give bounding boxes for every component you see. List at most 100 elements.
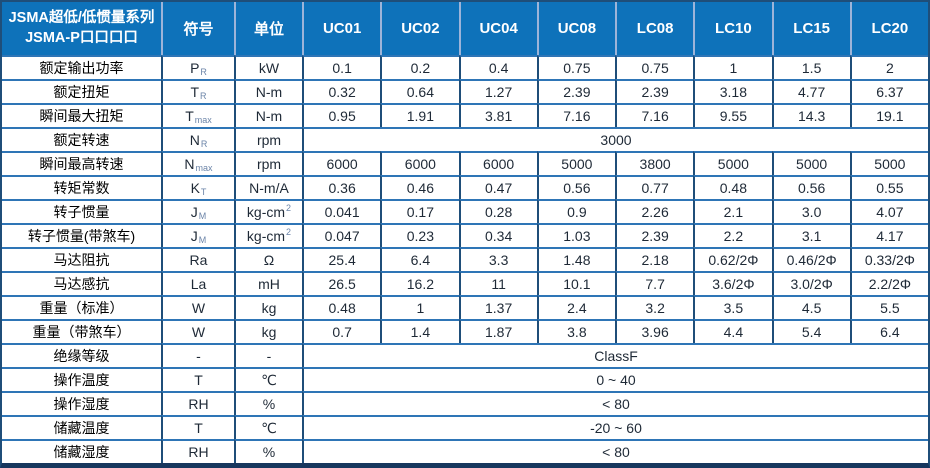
- spec-value-uc08: 0.9: [536, 199, 615, 223]
- spec-value-lc15: 3.1: [771, 223, 850, 247]
- row-symbol: T: [161, 367, 234, 391]
- row-unit: kg: [234, 295, 302, 319]
- symbol-subscript: max: [194, 115, 212, 125]
- spec-value-uc01: 0.48: [302, 295, 381, 319]
- merged-value: < 80: [302, 439, 928, 463]
- symbol-base: La: [190, 276, 207, 292]
- spec-value-uc02: 6000: [380, 151, 459, 175]
- row-label: 转子惯量: [2, 199, 161, 223]
- unit-base: rpm: [256, 156, 282, 172]
- spec-value-lc10: 3.5: [693, 295, 772, 319]
- row-unit: kg-cm 2: [234, 199, 302, 223]
- symbol-base: N: [189, 132, 200, 148]
- row-label: 转子惯量(带煞车): [2, 223, 161, 247]
- unit-base: kW: [258, 60, 280, 76]
- symbol-base: T: [194, 372, 203, 388]
- spec-value-uc01: 26.5: [302, 271, 381, 295]
- spec-value-lc08: 3.2: [615, 295, 694, 319]
- row-label: 马达阻抗: [2, 247, 161, 271]
- row-label: 瞬间最高转速: [2, 151, 161, 175]
- merged-value: < 80: [302, 391, 928, 415]
- spec-value-lc10: 1: [693, 55, 772, 79]
- symbol-base: RH: [188, 396, 209, 412]
- symbol-base: RH: [188, 444, 209, 460]
- row-label: 储藏温度: [2, 415, 161, 439]
- spec-value-uc08: 7.16: [536, 103, 615, 127]
- row-label: 储藏湿度: [2, 439, 161, 463]
- spec-value-uc08: 1.03: [536, 223, 615, 247]
- spec-value-lc20: 6.4: [849, 319, 928, 343]
- unit-base: kg-cm: [246, 228, 286, 244]
- unit-base: N-m: [255, 108, 283, 124]
- unit-base: %: [262, 444, 276, 460]
- spec-value-uc04: 0.4: [458, 55, 537, 79]
- spec-value-lc08: 3.96: [615, 319, 694, 343]
- spec-value-lc08: 2.26: [615, 199, 694, 223]
- spec-value-uc04: 0.28: [458, 199, 537, 223]
- row-symbol: -: [161, 343, 234, 367]
- row-label: 瞬间最大扭矩: [2, 103, 161, 127]
- spec-value-uc02: 0.2: [380, 55, 459, 79]
- unit-base: kg-cm: [246, 204, 286, 220]
- row-unit: %: [234, 439, 302, 463]
- row-unit: N-m/A: [234, 175, 302, 199]
- row-unit: rpm: [234, 127, 302, 151]
- symbol-subscript: max: [195, 163, 213, 173]
- symbol-base: T: [185, 108, 194, 124]
- symbol-subscript: T: [200, 187, 207, 197]
- row-label: 操作湿度: [2, 391, 161, 415]
- row-unit: kW: [234, 55, 302, 79]
- spec-value-uc04: 0.34: [458, 223, 537, 247]
- unit-base: ℃: [261, 419, 277, 436]
- spec-value-lc08: 2.39: [615, 223, 694, 247]
- spec-value-lc15: 14.3: [771, 103, 850, 127]
- spec-value-uc04: 6000: [458, 151, 537, 175]
- spec-value-uc02: 0.46: [380, 175, 459, 199]
- spec-value-lc15: 1.5: [771, 55, 850, 79]
- spec-value-lc20: 4.17: [849, 223, 928, 247]
- symbol-base: T: [194, 420, 203, 436]
- spec-value-uc08: 0.75: [536, 55, 615, 79]
- spec-value-uc01: 6000: [302, 151, 381, 175]
- row-label: 重量（带煞车）: [2, 319, 161, 343]
- symbol-base: Ra: [189, 252, 208, 268]
- table-title-line2: JSMA-P口口口口: [25, 29, 138, 46]
- row-label: 转矩常数: [2, 175, 161, 199]
- spec-value-uc01: 0.047: [302, 223, 381, 247]
- spec-value-lc10: 2.2: [693, 223, 772, 247]
- spec-value-lc15: 0.56: [771, 175, 850, 199]
- unit-superscript: 2: [286, 227, 292, 237]
- merged-value: ClassF: [302, 343, 928, 367]
- column-header-lc08: LC08: [615, 2, 694, 55]
- spec-value-lc10: 4.4: [693, 319, 772, 343]
- spec-value-uc04: 3.3: [458, 247, 537, 271]
- symbol-base: K: [190, 180, 200, 196]
- symbol-base: T: [190, 84, 200, 100]
- merged-value: 0 ~ 40: [302, 367, 928, 391]
- spec-value-uc04: 1.87: [458, 319, 537, 343]
- spec-value-lc08: 3800: [615, 151, 694, 175]
- spec-value-uc02: 16.2: [380, 271, 459, 295]
- spec-value-uc02: 0.17: [380, 199, 459, 223]
- row-label: 重量（标准）: [2, 295, 161, 319]
- row-unit: %: [234, 391, 302, 415]
- spec-value-lc15: 5000: [771, 151, 850, 175]
- spec-value-uc04: 1.27: [458, 79, 537, 103]
- spec-value-lc10: 2.1: [693, 199, 772, 223]
- spec-value-uc01: 0.041: [302, 199, 381, 223]
- spec-value-lc10: 0.62/2Φ: [693, 247, 772, 271]
- spec-value-lc20: 2: [849, 55, 928, 79]
- spec-value-uc01: 0.1: [302, 55, 381, 79]
- spec-value-uc01: 0.7: [302, 319, 381, 343]
- row-unit: kg-cm 2: [234, 223, 302, 247]
- column-header-uc08: UC08: [536, 2, 615, 55]
- unit-base: rpm: [256, 132, 282, 148]
- table-title-cell: JSMA超低/低惯量系列 JSMA-P口口口口: [2, 2, 161, 55]
- spec-value-uc02: 1: [380, 295, 459, 319]
- spec-value-uc04: 3.81: [458, 103, 537, 127]
- spec-value-lc15: 4.77: [771, 79, 850, 103]
- spec-value-uc08: 5000: [536, 151, 615, 175]
- column-header-lc20: LC20: [849, 2, 928, 55]
- spec-value-lc10: 3.6/2Φ: [693, 271, 772, 295]
